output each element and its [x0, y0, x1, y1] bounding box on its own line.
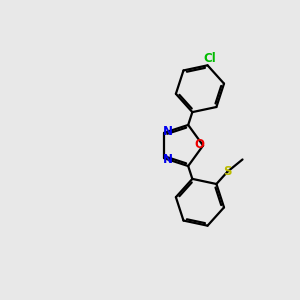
Text: Cl: Cl	[203, 52, 216, 65]
Text: O: O	[194, 138, 204, 152]
Text: S: S	[223, 165, 232, 178]
Text: N: N	[163, 125, 173, 138]
Text: N: N	[163, 153, 173, 166]
